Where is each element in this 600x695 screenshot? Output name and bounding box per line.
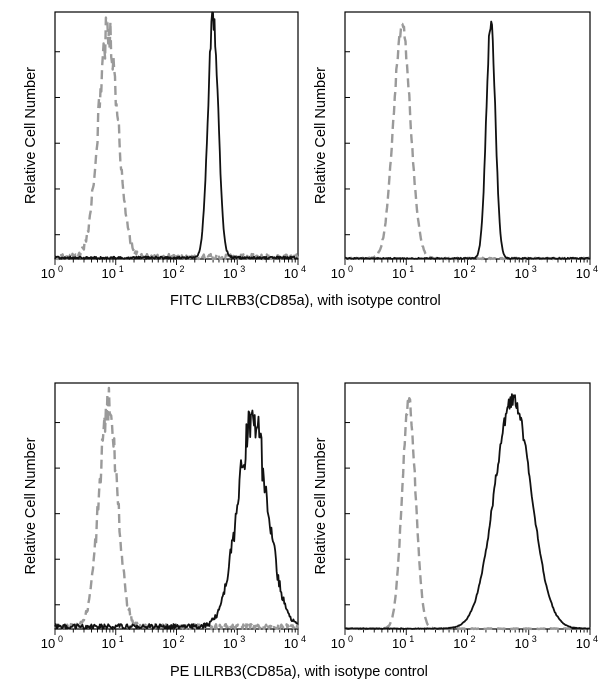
row-1-caption: FITC LILRB3(CD85a), with isotype control xyxy=(170,293,441,309)
x-tick-exponent: 3 xyxy=(240,634,245,644)
isotype-control-histogram xyxy=(54,16,300,261)
x-tick-exponent: 0 xyxy=(58,264,63,274)
x-tick-label: 10 xyxy=(223,636,237,651)
x-tick-label: 10 xyxy=(331,636,345,651)
row-2-caption: PE LILRB3(CD85a), with isotype control xyxy=(170,664,428,680)
x-tick-label: 10 xyxy=(453,266,467,281)
x-tick-label: 10 xyxy=(515,266,529,281)
x-tick-exponent: 2 xyxy=(180,634,185,644)
y-axis-label: Relative Cell Number xyxy=(23,67,39,204)
y-axis-label: Relative Cell Number xyxy=(23,437,39,574)
x-tick-exponent: 3 xyxy=(240,264,245,274)
y-axis-label: Relative Cell Number xyxy=(313,437,329,574)
x-tick-exponent: 0 xyxy=(348,264,353,274)
x-tick-exponent: 2 xyxy=(471,634,476,644)
x-tick-exponent: 3 xyxy=(532,634,537,644)
x-tick-label: 10 xyxy=(223,266,237,281)
x-tick-exponent: 4 xyxy=(301,634,306,644)
antibody-histogram xyxy=(344,20,591,260)
x-tick-exponent: 4 xyxy=(593,264,598,274)
x-tick-exponent: 1 xyxy=(409,264,414,274)
x-tick-label: 10 xyxy=(162,266,176,281)
x-tick-label: 10 xyxy=(102,636,116,651)
plot-frame xyxy=(344,382,591,630)
x-tick-label: 10 xyxy=(453,636,467,651)
x-tick-exponent: 4 xyxy=(593,634,598,644)
x-tick-label: 10 xyxy=(576,266,590,281)
isotype-control-histogram xyxy=(53,386,300,631)
plot-frame xyxy=(54,382,299,630)
x-tick-exponent: 1 xyxy=(119,634,124,644)
isotype-control-histogram xyxy=(344,397,591,631)
x-tick-exponent: 1 xyxy=(409,634,414,644)
antibody-histogram xyxy=(54,409,299,630)
x-tick-label: 10 xyxy=(162,636,176,651)
x-tick-label: 10 xyxy=(41,636,55,651)
x-tick-exponent: 2 xyxy=(180,264,185,274)
x-tick-label: 10 xyxy=(102,266,116,281)
x-tick-exponent: 3 xyxy=(532,264,537,274)
x-tick-exponent: 2 xyxy=(471,264,476,274)
y-axis-label: Relative Cell Number xyxy=(313,67,329,204)
x-tick-exponent: 4 xyxy=(301,264,306,274)
x-tick-label: 10 xyxy=(515,636,529,651)
x-tick-label: 10 xyxy=(392,636,406,651)
x-tick-exponent: 1 xyxy=(119,264,124,274)
x-tick-label: 10 xyxy=(284,636,298,651)
x-tick-label: 10 xyxy=(284,266,298,281)
x-tick-label: 10 xyxy=(576,636,590,651)
isotype-control-histogram xyxy=(344,22,591,261)
x-tick-label: 10 xyxy=(392,266,406,281)
antibody-histogram xyxy=(344,393,591,630)
x-tick-label: 10 xyxy=(41,266,55,281)
plot-frame xyxy=(344,11,591,260)
x-tick-label: 10 xyxy=(331,266,345,281)
plot-frame xyxy=(54,11,299,260)
antibody-histogram xyxy=(54,11,299,260)
x-tick-exponent: 0 xyxy=(58,634,63,644)
x-tick-exponent: 0 xyxy=(348,634,353,644)
